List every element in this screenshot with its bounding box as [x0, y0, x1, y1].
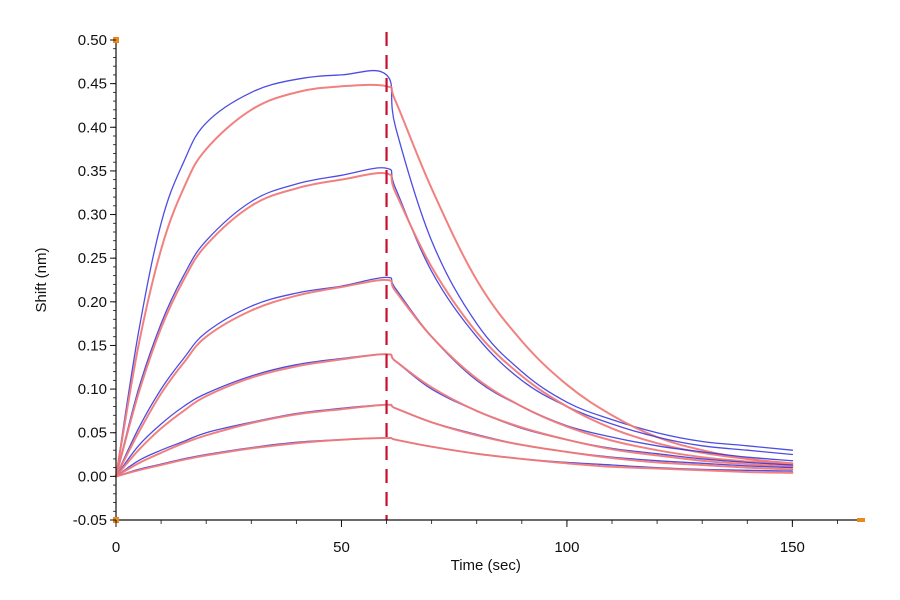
- x-axis-ticks: 0 50 100 150: [112, 520, 838, 556]
- fit-series-line: [115, 403, 794, 478]
- y-tick-label: 0.20: [78, 294, 107, 311]
- x-axis-title: Time (sec): [451, 557, 521, 574]
- y-tick-label: 0.10: [78, 381, 107, 398]
- y-tick-label: 0.35: [78, 163, 107, 180]
- y-tick-label: 0.50: [78, 32, 107, 49]
- fit-series-line: [115, 171, 794, 478]
- fit-series-line: [115, 437, 794, 478]
- measured-series-line: [115, 404, 794, 478]
- measured-series-line: [115, 353, 794, 478]
- axis-end-marker: [857, 518, 865, 522]
- x-tick-label: 50: [333, 539, 350, 556]
- fit-series-line: [115, 83, 794, 478]
- measured-series-line: [115, 69, 794, 478]
- measured-series-line: [115, 167, 794, 478]
- y-axis-title: Shift (nm): [33, 247, 50, 312]
- y-tick-label: 0.25: [78, 250, 107, 267]
- y-tick-label: 0.15: [78, 337, 107, 354]
- y-tick-label: -0.05: [73, 512, 107, 529]
- fit-series-line: [115, 278, 794, 478]
- measured-series-line: [115, 276, 794, 478]
- x-tick-label: 0: [112, 539, 120, 556]
- y-axis-ticks: -0.05 0.00 0.05 0.10 0.15 0.20 0.25 0.30 0.35 0.4…: [73, 32, 116, 529]
- x-tick-label: 150: [780, 539, 805, 556]
- fit-series-line: [115, 353, 794, 478]
- series-layer: [115, 69, 794, 478]
- y-tick-label: 0.40: [78, 119, 107, 136]
- y-tick-label: 0.00: [78, 468, 107, 485]
- y-tick-label: 0.05: [78, 425, 107, 442]
- x-tick-label: 100: [554, 539, 579, 556]
- y-tick-label: 0.45: [78, 76, 107, 93]
- y-tick-label: 0.30: [78, 207, 107, 224]
